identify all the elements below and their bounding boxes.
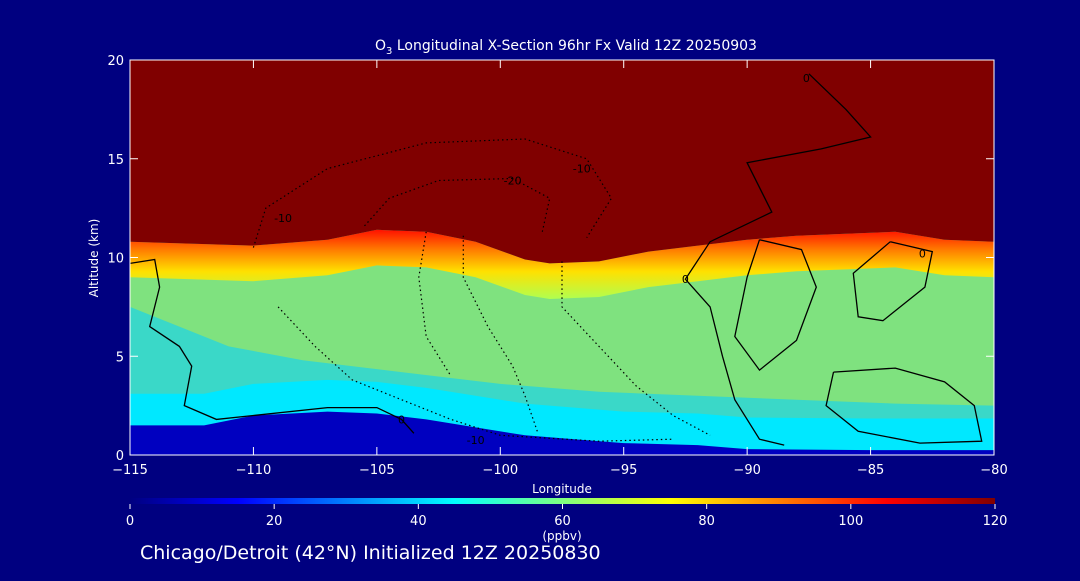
contour-labels: -20 -10 -10 -10 0 0 0 0	[274, 72, 926, 447]
contour-dot-c	[418, 231, 452, 377]
y-axis: 0 5 10 15 20	[107, 54, 994, 464]
contour-label: -10	[573, 163, 591, 176]
y-tick-label: 5	[116, 350, 124, 365]
colorbar-tick-label: 100	[838, 514, 863, 529]
contour-label: -10	[274, 212, 292, 225]
y-tick-label: 10	[107, 252, 124, 267]
colorbar-gradient	[130, 498, 995, 504]
colorbar: 0 20 40 60 80 100 120 (ppbv)	[126, 498, 1008, 543]
x-axis: −115 −110 −105 −100 −95 −90 −85 −80	[112, 60, 1008, 478]
footer-caption: Chicago/Detroit (42°N) Initialized 12Z 2…	[140, 542, 601, 564]
x-tick-label: −95	[610, 463, 637, 478]
x-tick-label: −110	[236, 463, 272, 478]
surface-layer-field	[130, 411, 994, 455]
contour-label: 0	[919, 248, 926, 261]
x-tick-label: −100	[482, 463, 518, 478]
contour-loop-surface	[825, 367, 983, 444]
stratosphere-field	[130, 60, 994, 264]
contour-positive-east	[684, 73, 872, 446]
colorbar-tick-label: 60	[554, 514, 571, 529]
contour-loop-mid	[734, 239, 817, 372]
colorbar-tick-label: 0	[126, 514, 134, 529]
x-tick-label: −105	[359, 463, 395, 478]
contour-label: -20	[504, 174, 522, 187]
x-tick-label: −90	[733, 463, 760, 478]
contour-label: 0	[803, 72, 810, 85]
contour-lines	[130, 73, 983, 446]
colorbar-tick-label: 40	[410, 514, 427, 529]
y-tick-label: 20	[107, 54, 124, 69]
plot-area: -20 -10 -10 -10 0 0 0 0	[130, 60, 994, 455]
x-tick-label: −115	[112, 463, 148, 478]
chart-title: O3 Longitudinal X-Section 96hr Fx Valid …	[375, 38, 757, 57]
colorbar-ticks: 0 20 40 60 80 100 120	[126, 504, 1008, 529]
colorbar-unit-label: (ppbv)	[542, 529, 581, 543]
contour-neg20	[364, 177, 551, 232]
contour-neg10-upper	[252, 138, 613, 248]
y-axis-label: Altitude (km)	[87, 219, 101, 298]
colorbar-tick-label: 120	[983, 514, 1008, 529]
contour-loop-east	[852, 241, 934, 322]
x-tick-label: −85	[857, 463, 884, 478]
x-tick-label: −80	[980, 463, 1007, 478]
colorbar-tick-label: 20	[266, 514, 283, 529]
x-axis-label: Longitude	[532, 482, 592, 496]
y-tick-label: 0	[116, 449, 124, 464]
colorbar-tick-label: 80	[698, 514, 715, 529]
contour-label: -10	[467, 434, 485, 447]
contour-label: 0	[398, 413, 405, 426]
contour-dot-b	[561, 261, 711, 436]
contour-positive-west	[130, 258, 415, 434]
contour-label: 0	[682, 273, 689, 286]
y-tick-label: 15	[107, 153, 124, 168]
tropopause-gradient	[130, 229, 994, 299]
